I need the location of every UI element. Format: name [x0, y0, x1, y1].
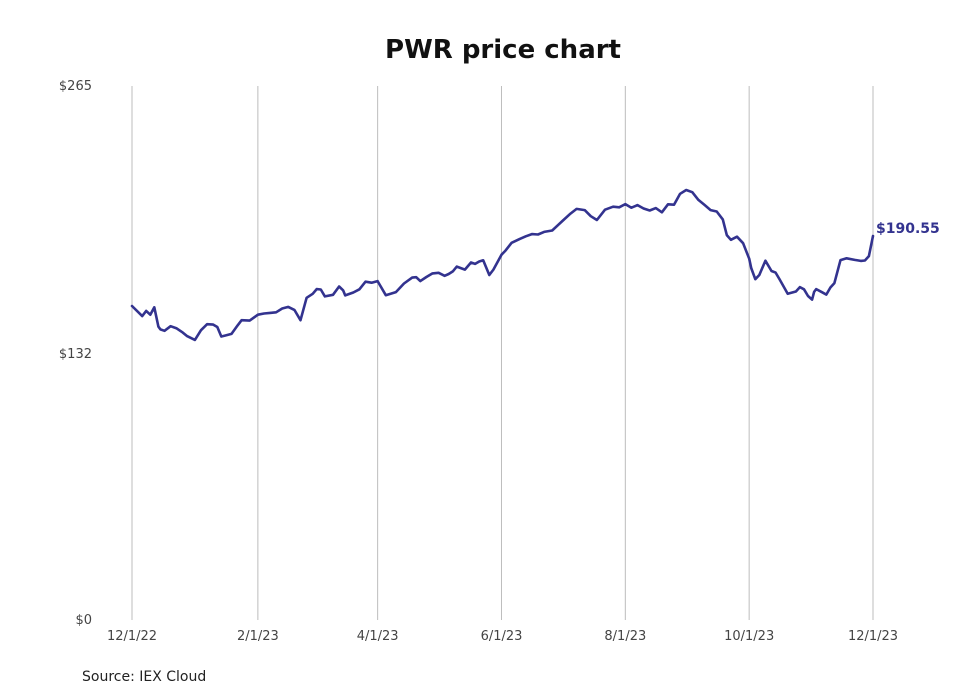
x-tick-label-5: 10/1/23: [724, 629, 774, 644]
x-axis-tick-labels: 12/1/22 2/1/23 4/1/23 6/1/23 8/1/23 10/1/23 12…: [107, 629, 898, 644]
y-tick-label-0: $0: [75, 613, 92, 628]
grid-lines: [131, 86, 874, 620]
x-tick-label-0: 12/1/22: [107, 629, 157, 644]
x-tick-label-4: 8/1/23: [604, 629, 646, 644]
x-tick-label-3: 6/1/23: [481, 629, 523, 644]
x-tick-label-2: 4/1/23: [357, 629, 399, 644]
x-tick-label-1: 2/1/23: [237, 629, 279, 644]
y-tick-label-2: $265: [59, 79, 92, 94]
last-price-label: $190.55: [876, 221, 940, 237]
x-tick-label-6: 12/1/23: [848, 629, 898, 644]
y-tick-label-1: $132: [59, 347, 92, 362]
price-series-line: [130, 188, 875, 342]
y-axis-tick-labels: $0 $132 $265: [59, 79, 92, 628]
source-note: Source: IEX Cloud: [82, 669, 207, 685]
chart-title: PWR price chart: [385, 35, 621, 65]
